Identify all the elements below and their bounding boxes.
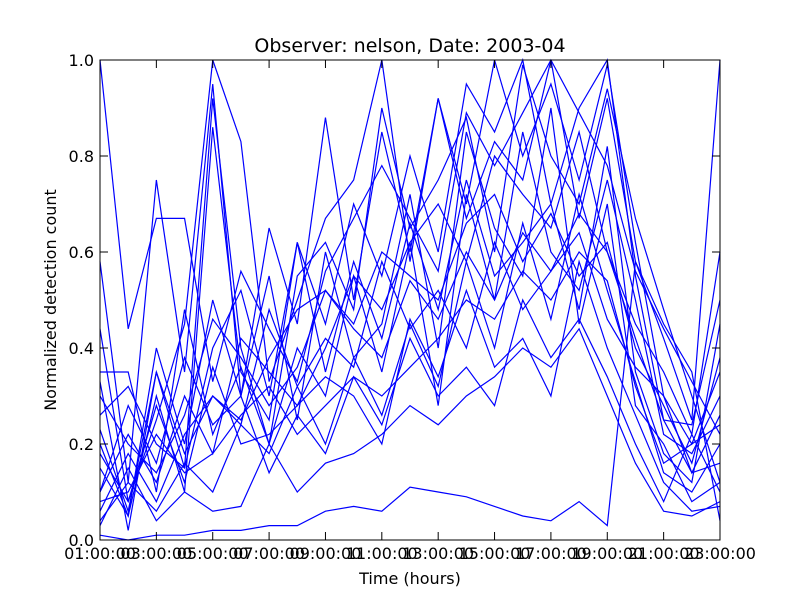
series-line-10 [99, 107, 721, 518]
series-line-16 [99, 231, 721, 514]
series-line-18 [99, 251, 721, 503]
x-tick-label: 03:00:00 [120, 544, 192, 563]
x-tick-label: 23:00:00 [684, 544, 756, 563]
y-axis-label: Normalized detection count [41, 189, 60, 411]
series-line-5 [99, 64, 721, 531]
series-line-11 [100, 131, 721, 493]
y-tick-label: 0.8 [69, 147, 94, 166]
series-line-6 [99, 59, 721, 502]
x-axis: 01:00:0003:00:0005:00:0007:00:0009:00:00… [64, 60, 756, 563]
series-line-14 [99, 298, 721, 504]
series-line-8 [99, 193, 721, 512]
series-line-15 [99, 327, 721, 526]
x-tick-label: 05:00:00 [177, 544, 249, 563]
x-tick-label: 09:00:00 [290, 544, 362, 563]
series-line-2 [99, 58, 721, 435]
y-tick-label: 0.6 [69, 243, 94, 262]
x-tick-label: 13:00:00 [402, 544, 474, 563]
series-line-13 [99, 259, 721, 512]
x-tick-label: 19:00:00 [571, 544, 643, 563]
y-tick-label: 0.0 [69, 531, 94, 550]
series-line-17 [99, 212, 721, 474]
y-tick-label: 1.0 [69, 51, 94, 70]
series-line-3 [99, 59, 721, 483]
series-line-12 [99, 192, 721, 522]
x-tick-label: 01:00:00 [64, 544, 136, 563]
x-tick-label: 21:00:00 [628, 544, 700, 563]
x-tick-label: 17:00:00 [515, 544, 587, 563]
series-group [99, 57, 721, 541]
x-tick-label: 07:00:00 [233, 544, 305, 563]
chart-title: Observer: nelson, Date: 2003-04 [254, 35, 565, 57]
x-axis-label: Time (hours) [358, 569, 461, 588]
plot-frame [99, 59, 721, 541]
x-tick-label: 15:00:00 [459, 544, 531, 563]
x-tick-label: 11:00:00 [346, 544, 418, 563]
y-tick-label: 0.4 [69, 339, 94, 358]
y-tick-label: 0.2 [69, 435, 94, 454]
y-axis: 0.0 0.2 0.4 0.6 0.8 1.0 [69, 51, 720, 550]
series-line-1 [99, 259, 721, 541]
